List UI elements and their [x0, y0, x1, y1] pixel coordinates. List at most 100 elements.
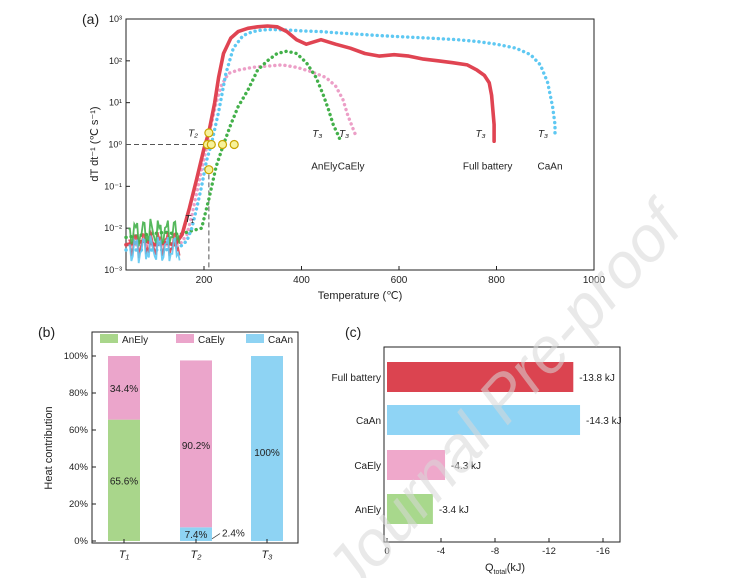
- panel-b-bar-caely: [108, 356, 140, 420]
- panel-a-y-tick-label: 10⁰: [108, 140, 122, 150]
- panel-b-x-tick-label: T₂: [191, 549, 203, 561]
- panel-b-bar-caan: [251, 356, 283, 541]
- panel-b-y-tick-label: 100%: [64, 351, 89, 362]
- panel-b-x-tick-label: T₃: [261, 549, 273, 561]
- panel-a-x-tick-label: 800: [488, 275, 505, 286]
- panel-c-label: (c): [345, 324, 361, 340]
- panel-c-xlabel: Qtotal(kJ): [485, 562, 525, 576]
- panel-c-value-label: -4.3 kJ: [451, 461, 481, 472]
- panel-b-label-t1-anely: 65.6%: [110, 476, 138, 487]
- panel-b-label-t1-caely: 34.4%: [110, 384, 138, 395]
- panel-a-annotation-t3: T₃: [339, 129, 349, 140]
- panel-b-stacked-bar-chart: (b) AnEly CaEly CaAn 0% 20% 40% 60% 80% 100% 65…: [38, 324, 299, 561]
- panel-c-value-label: -14.3 kJ: [586, 416, 622, 427]
- panel-a-line-chart: (a) 10⁻³ 10⁻² 10⁻¹ 10⁰ 10¹ 10² 10³ 200 400 600 80…: [82, 11, 606, 302]
- panel-b-bars: [108, 356, 283, 541]
- panel-b-legend-swatch: [246, 334, 264, 343]
- panel-b-bar-anely: [108, 419, 140, 541]
- panel-a-series-name: CaEly: [338, 162, 365, 173]
- panel-c-x-tick-label: -4: [437, 546, 445, 557]
- panel-a-annotation-t3: T₃: [476, 129, 486, 140]
- panel-c-value-label: -13.8 kJ: [579, 373, 615, 384]
- panel-a-ylabel: dT dt⁻¹ (℃ s⁻¹): [89, 106, 101, 181]
- panel-b-x-tick-label: T₁: [119, 549, 130, 561]
- panel-a-x-tick-label: 1000: [583, 275, 606, 286]
- panel-a-series-name: CaAn: [538, 162, 563, 173]
- panel-a-marker: [204, 128, 214, 138]
- panel-b-plot-frame: [91, 331, 299, 544]
- panel-a-series-full-battery: [124, 24, 496, 247]
- panel-b-y-tick-label: 40%: [69, 462, 89, 473]
- panel-c-bars: Full battery -13.8 kJ CaAn -14.3 kJ CaEly -4.…: [332, 362, 622, 524]
- panel-a-marker: [204, 165, 214, 175]
- panel-c-x-ticks: 0 -4 -8 -12 -16: [384, 538, 610, 557]
- panel-c-bar: [387, 362, 574, 392]
- panel-a-noise-caan: [128, 235, 181, 264]
- panel-a-x-tick-label: 400: [293, 275, 310, 286]
- panel-c-category-label: Full battery: [332, 373, 381, 384]
- panel-c-category-label: AnEly: [355, 505, 381, 516]
- panel-a-x-tick-label: 600: [391, 275, 408, 286]
- panel-a-annotation-t1: T₁: [185, 214, 194, 225]
- panel-a-y-tick-label: 10²: [109, 56, 122, 66]
- panel-c-xlabel-q: Q: [485, 562, 494, 574]
- panel-a-y-tick-label: 10⁻¹: [104, 181, 122, 191]
- panel-a-reference-lines: [126, 144, 210, 270]
- panel-b-label-leader: [211, 533, 221, 540]
- panel-a-y-tick-label: 10⁻²: [104, 223, 122, 233]
- panel-a-annotation-t3: T₃: [312, 129, 322, 140]
- panel-b-label-t2-caan: 7.4%: [185, 530, 208, 541]
- panel-a-series: [124, 24, 557, 264]
- panel-a-noise-full-battery: [128, 230, 181, 259]
- panel-a-series-caan: [124, 27, 557, 252]
- panel-b-label: (b): [38, 324, 55, 340]
- panel-a-label: (a): [82, 11, 99, 27]
- panel-c-x-tick-label: -12: [542, 546, 556, 557]
- panel-a-noise-anely: [128, 218, 181, 247]
- panel-b-legend-swatch: [100, 334, 118, 343]
- panel-a-x-tick-label: 200: [196, 275, 213, 286]
- panel-b-y-tick-label: 20%: [69, 499, 89, 510]
- panel-c-x-tick-label: 0: [384, 546, 389, 557]
- panel-a-plot-frame: [125, 18, 595, 271]
- panel-a-y-tick-label: 10³: [109, 14, 122, 24]
- panel-b-legend-swatch: [176, 334, 194, 343]
- panel-a-markers: [202, 128, 239, 175]
- panel-b-legend-label: AnEly: [122, 335, 148, 346]
- panel-a-annotation-t2: T₂: [188, 129, 198, 140]
- panel-a-xlabel: Temperature (℃): [318, 290, 403, 302]
- panel-b-y-tick-label: 80%: [69, 388, 89, 399]
- panel-a-y-tick-label: 10¹: [109, 98, 122, 108]
- panel-c-x-tick-label: -8: [491, 546, 499, 557]
- panel-a-annotations: T₂ T₁ T₃ AnEly T₃ CaEly T₃ Full battery T₃ CaAn: [185, 129, 563, 226]
- panel-b-y-ticks: 0% 20% 40% 60% 80% 100%: [64, 351, 96, 547]
- panel-c-bar: [387, 494, 433, 524]
- panel-c-category-label: CaAn: [356, 416, 381, 427]
- panel-c-value-label: -3.4 kJ: [439, 505, 469, 516]
- panel-b-bar-caely: [180, 360, 212, 528]
- panel-b-ylabel: Heat contribution: [43, 406, 55, 489]
- panel-b-label-t2-caely: 90.2%: [182, 441, 210, 452]
- panel-b-legend: AnEly CaEly CaAn: [100, 334, 293, 346]
- panel-c-category-label: CaEly: [354, 461, 381, 472]
- panel-c-x-tick-label: -16: [596, 546, 610, 557]
- panel-b-data-labels: 65.6% 34.4% 90.2% 7.4% 2.4% 100%: [110, 384, 280, 541]
- panel-c-bar: [387, 450, 446, 480]
- panel-b-label-t3-caan: 100%: [254, 448, 280, 459]
- panel-c-plot-frame: [383, 346, 621, 543]
- panel-a-series-caely: [124, 63, 358, 247]
- panel-b-legend-label: CaAn: [268, 335, 293, 346]
- panel-a-marker: [229, 139, 239, 150]
- panel-a-x-ticks: 200 400 600 800 1000: [196, 266, 606, 286]
- panel-b-y-tick-label: 60%: [69, 425, 89, 436]
- panel-b-legend-label: CaEly: [198, 335, 225, 346]
- panel-a-series-name: Full battery: [463, 162, 512, 173]
- panel-b-bar-caan: [180, 527, 212, 541]
- panel-c-horizontal-bar-chart: (c) Full battery -13.8 kJ CaAn -14.3 kJ CaEl…: [332, 324, 622, 576]
- panel-c-xlabel-unit: (kJ): [507, 562, 525, 574]
- panel-b-y-tick-label: 0%: [74, 536, 88, 547]
- panel-b-label-t2-small: 2.4%: [222, 529, 245, 540]
- panel-a-series-name: AnEly: [311, 162, 337, 173]
- panel-c-xlabel-sub: total: [494, 569, 508, 576]
